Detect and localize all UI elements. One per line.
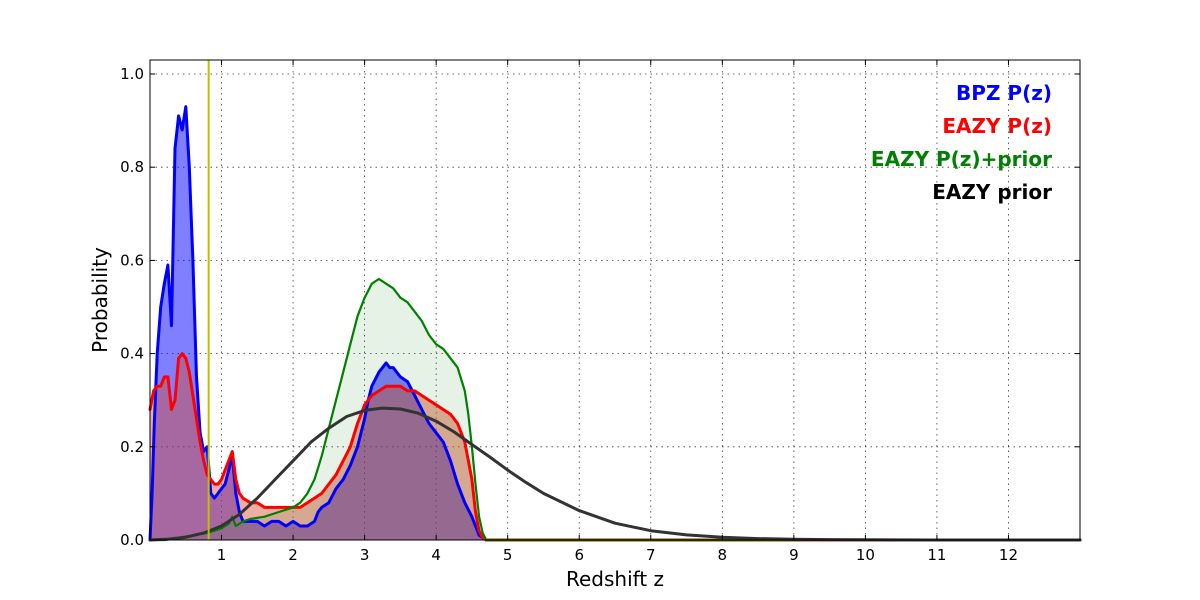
x-tick-label: 12: [999, 546, 1018, 564]
area-eazy-p-z: [150, 353, 1080, 540]
plot-frame: [149, 59, 1081, 541]
x-tick-label: 6: [574, 546, 584, 564]
legend-entry: BPZ P(z): [956, 81, 1052, 105]
series-fills: [150, 106, 1080, 540]
line-bpz-p-z: [148, 105, 1082, 542]
area-eazy-p-z-prior: [150, 279, 1080, 540]
y-tick-label: 0.8: [120, 158, 144, 176]
legend-entry: EAZY prior: [932, 180, 1052, 204]
x-tick-label: 10: [856, 546, 875, 564]
x-tick-label: 11: [927, 546, 946, 564]
x-tick-label: 1: [217, 546, 227, 564]
y-axis-label: Probability: [88, 247, 112, 353]
line-eazy-p-z: [148, 352, 1082, 542]
legend-entry: EAZY P(z)+prior: [871, 147, 1052, 171]
x-tick-label: 2: [288, 546, 298, 564]
y-tick-label: 0.6: [120, 251, 144, 269]
x-tick-label: 4: [431, 546, 441, 564]
legend-entry: EAZY P(z): [942, 114, 1052, 138]
x-axis-ticks: 1 2 3 4 5 6 7 8 9 10 11 12: [217, 60, 1018, 564]
area-bpz-p-z: [150, 106, 1080, 540]
x-tick-label: 5: [503, 546, 513, 564]
y-tick-label: 0.0: [120, 531, 144, 549]
legend: BPZ P(z) EAZY P(z) EAZY P(z)+prior EAZY pri…: [871, 81, 1052, 204]
x-tick-label: 3: [360, 546, 370, 564]
y-tick-label: 0.4: [120, 345, 144, 363]
series-lines: [148, 105, 1082, 542]
x-axis-label: Redshift z: [566, 567, 664, 591]
plot-background: [150, 60, 1080, 540]
line-eazy-prior: [148, 406, 1082, 542]
y-tick-label: 0.2: [120, 438, 144, 456]
x-tick-label: 9: [789, 546, 799, 564]
y-axis-ticks: 0.0 0.2 0.4 0.6 0.8 1.0: [120, 65, 1080, 549]
x-tick-label: 8: [718, 546, 728, 564]
y-tick-label: 1.0: [120, 65, 144, 83]
x-tick-label: 7: [646, 546, 656, 564]
